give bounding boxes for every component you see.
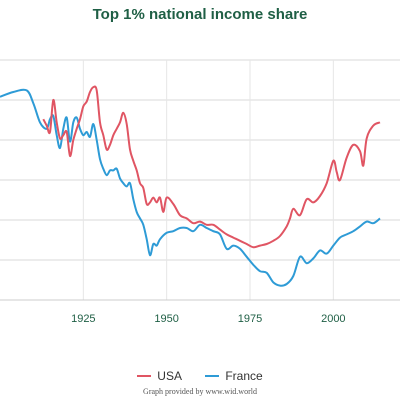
x-tick-label: 1950 (154, 313, 178, 325)
x-axis: 1925 1950 1975 2000 (0, 299, 400, 325)
x-tick-label: 2000 (321, 313, 345, 325)
legend: USA France (0, 366, 400, 383)
series-line-usa[interactable] (42, 85, 381, 249)
plot-area: 1925 1950 1975 2000 (0, 59, 400, 325)
series-line-france[interactable] (0, 88, 381, 287)
legend-item-usa[interactable]: USA (137, 369, 182, 383)
credit-text: Graph provided by www.wid.world (143, 387, 257, 396)
legend-swatch-france (205, 375, 220, 377)
legend-label-france: France (225, 369, 263, 383)
legend-item-france[interactable]: France (205, 369, 263, 383)
series-lines (0, 85, 381, 287)
x-tick-label: 1975 (238, 313, 262, 325)
x-tick-label: 1925 (71, 313, 95, 325)
legend-label-usa: USA (157, 369, 182, 383)
legend-swatch-usa (137, 375, 152, 377)
chart-title: Top 1% national income share (92, 6, 308, 23)
